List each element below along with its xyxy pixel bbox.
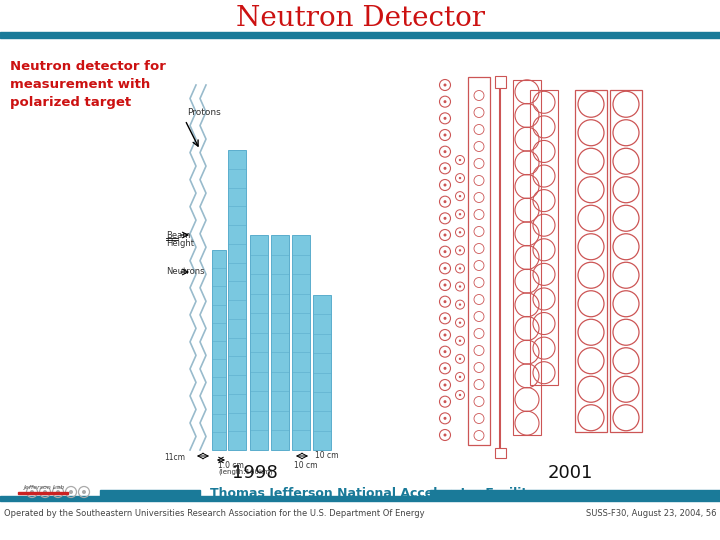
Circle shape [459, 195, 462, 197]
Circle shape [444, 184, 446, 186]
Circle shape [444, 434, 446, 436]
Text: Neutron Detector: Neutron Detector [235, 4, 485, 31]
Circle shape [444, 300, 446, 303]
Circle shape [444, 167, 446, 170]
Text: SUSS-F30, August 23, 2004, 56: SUSS-F30, August 23, 2004, 56 [585, 509, 716, 517]
Circle shape [444, 84, 446, 86]
Text: 1.0 cm: 1.0 cm [218, 461, 244, 469]
Text: Protons: Protons [187, 108, 221, 117]
Circle shape [444, 150, 446, 153]
Bar [495, 76, 506, 88]
Circle shape [444, 400, 446, 403]
Text: Neutron detector for
measurement with
polarized target: Neutron detector for measurement with po… [10, 60, 166, 109]
Circle shape [444, 417, 446, 420]
Circle shape [56, 490, 60, 494]
Bar [468, 77, 490, 445]
Bar [575, 90, 607, 432]
Bar [430, 490, 720, 496]
Bar [313, 295, 331, 450]
Circle shape [459, 285, 462, 288]
Bar [228, 150, 246, 450]
Circle shape [459, 394, 462, 396]
Circle shape [459, 213, 462, 215]
Circle shape [69, 490, 73, 494]
Circle shape [459, 376, 462, 378]
Circle shape [459, 340, 462, 342]
Text: 10 cm: 10 cm [294, 461, 318, 469]
Bar [100, 490, 200, 496]
Text: Neutrons: Neutrons [166, 267, 204, 276]
Circle shape [459, 177, 462, 179]
Text: Thomas Jefferson National Accelerator Facility: Thomas Jefferson National Accelerator Fa… [210, 487, 536, 500]
Circle shape [444, 284, 446, 287]
Circle shape [444, 217, 446, 220]
Text: (length:160km): (length:160km) [218, 469, 273, 475]
Text: 11cm: 11cm [164, 453, 185, 462]
Bar [212, 250, 226, 450]
Circle shape [30, 490, 34, 494]
Circle shape [444, 383, 446, 387]
Text: Beam: Beam [166, 231, 190, 240]
Bar [250, 235, 268, 450]
Circle shape [444, 250, 446, 253]
Bar [271, 235, 289, 450]
Circle shape [444, 317, 446, 320]
Bar [292, 235, 310, 450]
Bar [610, 90, 642, 432]
Circle shape [459, 159, 462, 161]
Bar [0, 32, 720, 38]
Circle shape [459, 357, 462, 360]
Circle shape [444, 200, 446, 203]
Circle shape [43, 490, 47, 494]
Text: Height: Height [166, 240, 194, 248]
Circle shape [444, 334, 446, 336]
Bar [18, 492, 68, 494]
Text: 10 cm: 10 cm [315, 451, 338, 461]
Circle shape [444, 267, 446, 270]
Circle shape [444, 367, 446, 370]
Circle shape [444, 117, 446, 120]
Bar [513, 80, 541, 435]
Circle shape [459, 267, 462, 269]
Circle shape [444, 100, 446, 103]
Bar [495, 448, 506, 458]
Circle shape [444, 350, 446, 353]
Text: Operated by the Southeastern Universities Research Association for the U.S. Depa: Operated by the Southeastern Universitie… [4, 509, 425, 517]
Circle shape [459, 321, 462, 324]
Text: 1998: 1998 [232, 464, 278, 482]
Bar [530, 90, 558, 385]
Circle shape [459, 231, 462, 233]
Circle shape [444, 233, 446, 237]
Circle shape [459, 303, 462, 306]
Circle shape [444, 133, 446, 137]
Circle shape [82, 490, 86, 494]
Circle shape [459, 249, 462, 252]
Text: 2001: 2001 [547, 464, 593, 482]
Bar [0, 496, 720, 501]
Text: Jefferson Lab: Jefferson Lab [23, 484, 65, 489]
